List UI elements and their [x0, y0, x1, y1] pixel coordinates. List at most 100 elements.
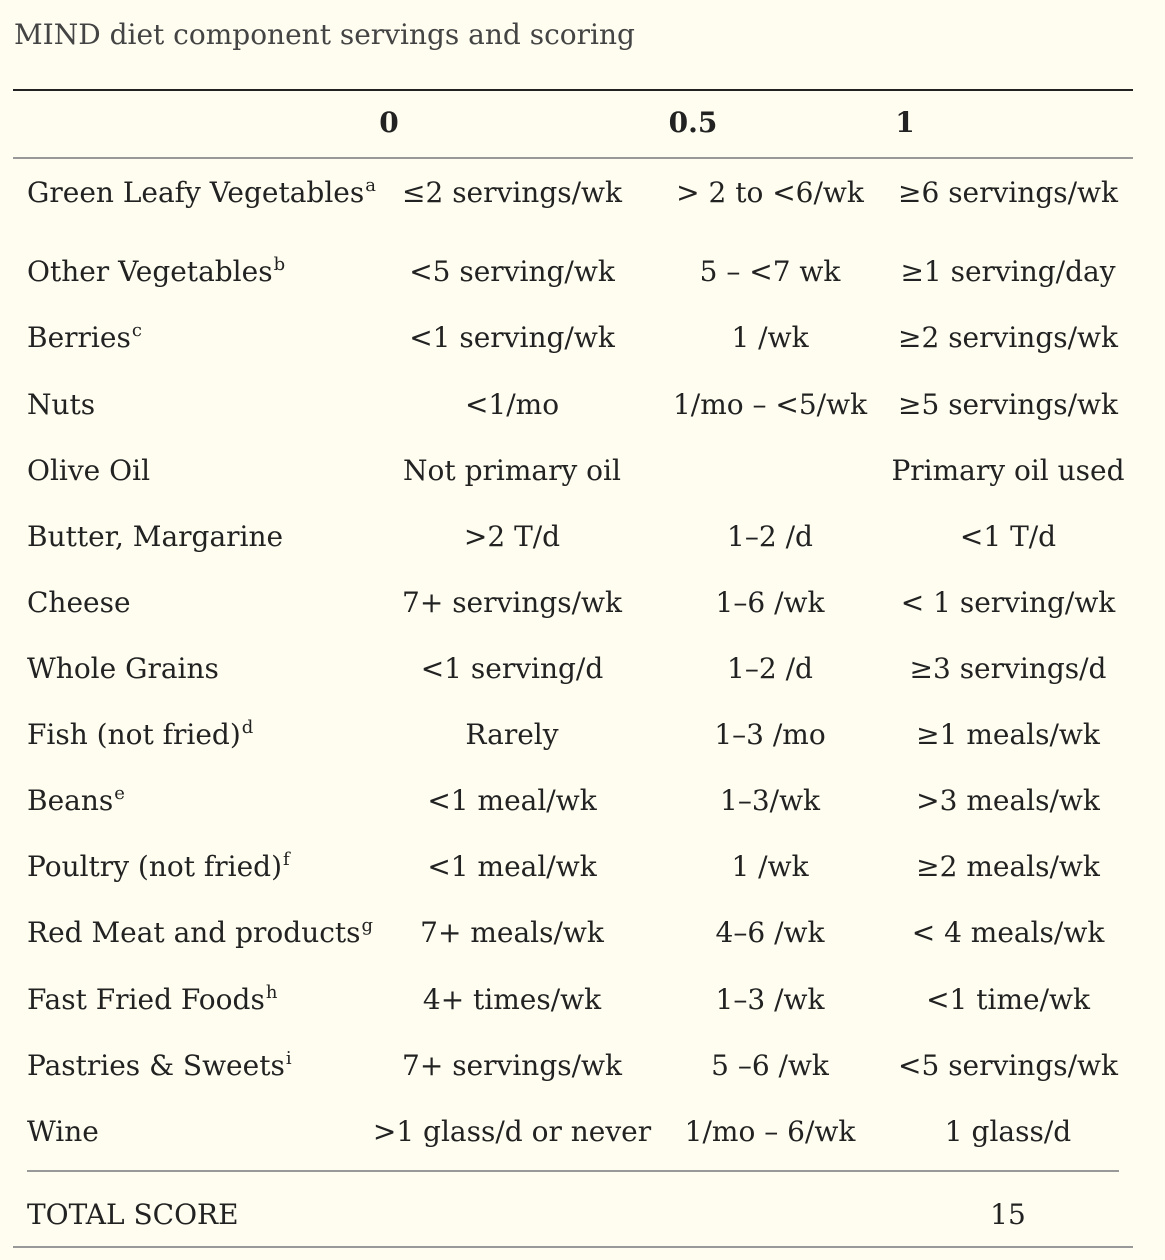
- score-0-criterion: >2 T/d: [463, 520, 561, 553]
- score-0-5-criterion: 5 –6 /wk: [711, 1049, 829, 1082]
- table-row: Pastries & Sweetsi 7+ servings/wk 5 –6 /wk…: [0, 1046, 1165, 1086]
- component-name: Nuts: [27, 388, 96, 421]
- header-rule: [13, 157, 1133, 159]
- score-0-criterion: <1 meal/wk: [427, 850, 597, 883]
- score-0-criterion: 7+ meals/wk: [420, 916, 604, 949]
- footnote-marker: i: [285, 1048, 292, 1069]
- score-0-5-criterion: 1–2 /d: [727, 652, 813, 685]
- score-0-criterion: Not primary oil: [403, 454, 621, 487]
- score-0-criterion: <1 serving/d: [420, 652, 604, 685]
- score-1-criterion: >3 meals/wk: [916, 784, 1100, 817]
- table-row: Poultry (not fried)f <1 meal/wk 1 /wk ≥2 me…: [0, 847, 1165, 887]
- footnote-marker: a: [365, 175, 376, 196]
- component-label: Nuts: [27, 385, 96, 429]
- score-1-criterion: ≥1 meals/wk: [916, 718, 1100, 751]
- table-row: Green Leafy Vegetablesa ≤2 servings/wk > 2…: [0, 173, 1165, 213]
- score-1-criterion: 1 glass/d: [944, 1115, 1072, 1148]
- score-0-5-criterion: 1–2 /d: [727, 520, 813, 553]
- component-label: Cheese: [27, 583, 132, 627]
- component-label: Fast Fried Foodsh: [27, 980, 277, 1024]
- score-0-criterion: <1 meal/wk: [427, 784, 597, 817]
- header-score-1: 1: [895, 106, 915, 139]
- table-caption: MIND diet component servings and scoring: [14, 18, 635, 51]
- component-name: Berries: [27, 321, 131, 354]
- component-name: Fish (not fried): [27, 718, 241, 751]
- score-1-criterion: < 1 serving/wk: [900, 586, 1116, 619]
- table-row: Berriesc <1 serving/wk 1 /wk ≥2 servings/wk: [0, 318, 1165, 358]
- table-row: Fast Fried Foodsh 4+ times/wk 1–3 /wk <1 ti…: [0, 980, 1165, 1020]
- footnote-marker: b: [273, 254, 286, 275]
- table-row: Fish (not fried)d Rarely 1–3 /mo ≥1 meals/w…: [0, 715, 1165, 755]
- total-rule: [27, 1170, 1119, 1172]
- score-1-criterion: <1 T/d: [959, 520, 1057, 553]
- component-label: Berriesc: [27, 318, 142, 362]
- component-label: Wine: [27, 1112, 100, 1156]
- score-1-criterion: < 4 meals/wk: [911, 916, 1105, 949]
- component-label: Red Meat and productsg: [27, 913, 373, 957]
- table-row: Olive Oil Not primary oil Primary oil used: [0, 451, 1165, 491]
- score-1-criterion: <1 time/wk: [926, 983, 1090, 1016]
- component-name: Pastries & Sweets: [27, 1049, 285, 1082]
- component-name: Fast Fried Foods: [27, 983, 265, 1016]
- footnote-marker: e: [114, 783, 125, 804]
- score-0-criterion: <1/mo: [464, 388, 560, 421]
- component-label: Green Leafy Vegetablesa: [27, 173, 376, 217]
- score-1-criterion: ≥1 serving/day: [900, 255, 1116, 288]
- component-name: Poultry (not fried): [27, 850, 282, 883]
- score-0-5-criterion: 1 /wk: [731, 850, 809, 883]
- score-1-criterion: Primary oil used: [891, 454, 1125, 487]
- table-row: Red Meat and productsg 7+ meals/wk 4–6 /wk…: [0, 913, 1165, 953]
- total-value: 15: [990, 1198, 1026, 1231]
- score-0-5-criterion: 1–3/wk: [720, 784, 820, 817]
- header-score-0: 0: [379, 106, 399, 139]
- score-1-criterion: ≥2 meals/wk: [916, 850, 1100, 883]
- footnote-marker: d: [241, 717, 254, 738]
- footnote-marker: g: [361, 915, 374, 936]
- table-row: Cheese 7+ servings/wk 1–6 /wk < 1 serving/w…: [0, 583, 1165, 623]
- score-0-criterion: 4+ times/wk: [422, 983, 602, 1016]
- top-rule: [13, 89, 1133, 91]
- score-0-criterion: 7+ servings/wk: [402, 586, 622, 619]
- score-1-criterion: ≥6 servings/wk: [898, 176, 1118, 209]
- header-score-0-5: 0.5: [668, 106, 718, 139]
- component-label: Butter, Margarine: [27, 517, 284, 561]
- total-label: TOTAL SCORE: [27, 1198, 239, 1231]
- component-label: Pastries & Sweetsi: [27, 1046, 292, 1090]
- footnote-marker: h: [265, 982, 278, 1003]
- table-row: Beanse <1 meal/wk 1–3/wk >3 meals/wk: [0, 781, 1165, 821]
- component-name: Beans: [27, 784, 114, 817]
- component-label: Whole Grains: [27, 649, 220, 693]
- component-label: Fish (not fried)d: [27, 715, 253, 759]
- bottom-rule: [13, 1246, 1133, 1248]
- component-name: Green Leafy Vegetables: [27, 176, 365, 209]
- component-name: Whole Grains: [27, 652, 219, 685]
- component-label: Poultry (not fried)f: [27, 847, 290, 891]
- score-1-criterion: ≥3 servings/d: [909, 652, 1107, 685]
- table-row: Whole Grains <1 serving/d 1–2 /d ≥3 serving…: [0, 649, 1165, 689]
- score-0-criterion: Rarely: [465, 718, 559, 751]
- score-0-5-criterion: 5 – <7 wk: [699, 255, 841, 288]
- component-name: Cheese: [27, 586, 131, 619]
- score-0-5-criterion: 1–6 /wk: [715, 586, 825, 619]
- footnote-marker: c: [131, 320, 142, 341]
- score-0-criterion: >1 glass/d or never: [372, 1115, 652, 1148]
- component-name: Red Meat and products: [27, 916, 361, 949]
- total-row: TOTAL SCORE 15: [0, 1195, 1165, 1235]
- component-name: Butter, Margarine: [27, 520, 284, 553]
- component-label: Olive Oil: [27, 451, 151, 495]
- score-1-criterion: ≥2 servings/wk: [898, 321, 1118, 354]
- component-name: Wine: [27, 1115, 99, 1148]
- table-row: Nuts <1/mo 1/mo – <5/wk ≥5 servings/wk: [0, 385, 1165, 425]
- component-label: Other Vegetablesb: [27, 252, 285, 296]
- score-1-criterion: <5 servings/wk: [898, 1049, 1118, 1082]
- score-1-criterion: ≥5 servings/wk: [898, 388, 1118, 421]
- score-0-criterion: ≤2 servings/wk: [402, 176, 622, 209]
- component-label: Beanse: [27, 781, 125, 825]
- footnote-marker: f: [283, 849, 290, 870]
- score-0-5-criterion: 1/mo – <5/wk: [672, 388, 868, 421]
- score-0-criterion: <1 serving/wk: [409, 321, 615, 354]
- score-0-5-criterion: 4–6 /wk: [715, 916, 825, 949]
- component-name: Olive Oil: [27, 454, 151, 487]
- score-0-criterion: <5 serving/wk: [409, 255, 615, 288]
- score-0-5-criterion: 1–3 /wk: [715, 983, 825, 1016]
